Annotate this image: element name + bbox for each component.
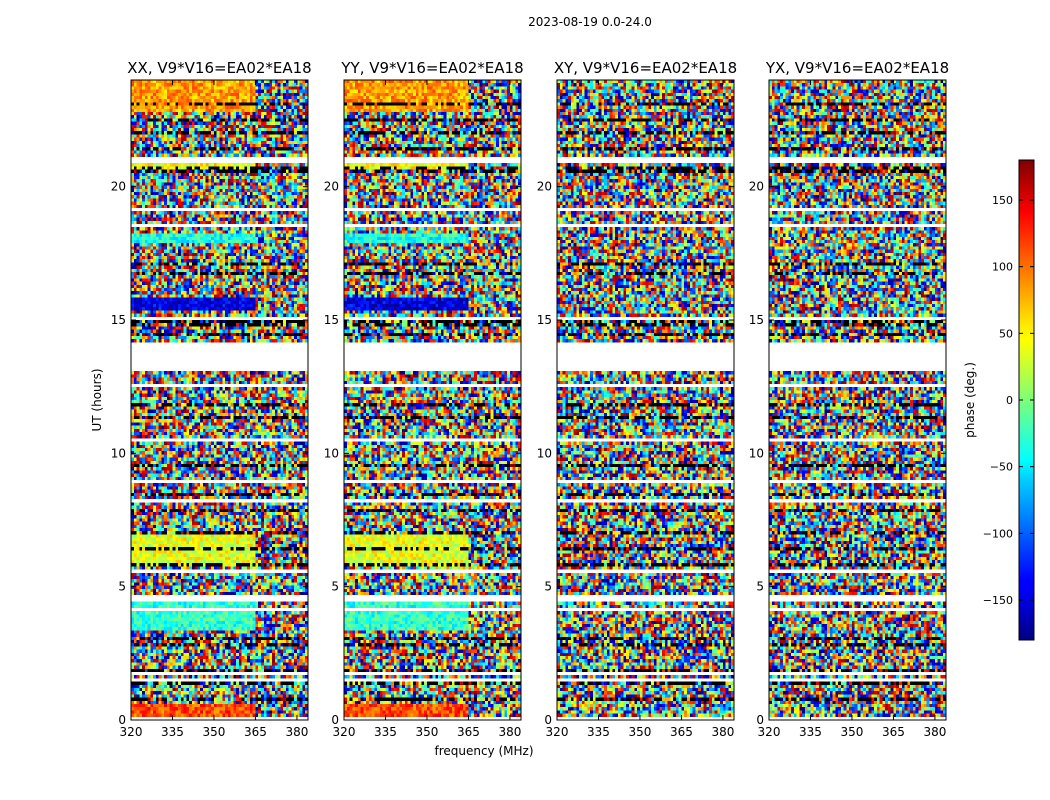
colorbar-tick-label: −50	[990, 461, 1013, 474]
x-tick-label: 380	[923, 725, 946, 739]
y-tick-label: 0	[544, 713, 552, 727]
colorbar-tick-label: 100	[992, 261, 1013, 274]
colorbar-tick-label: 150	[992, 194, 1013, 207]
panel-xx: XX, V9*V16=EA02*EA18 320 335 350 365 380 0 5 10 1…	[111, 59, 312, 739]
x-tick-label: 320	[120, 725, 143, 739]
x-tick-label: 365	[882, 725, 905, 739]
y-tick-label: 10	[324, 446, 339, 460]
y-tick-label: 5	[544, 580, 552, 594]
heatmap-yy	[344, 80, 521, 720]
panels: XX, V9*V16=EA02*EA18 320 335 350 365 380 0 5 10 1…	[111, 59, 949, 739]
panel-title: XX, V9*V16=EA02*EA18	[127, 59, 311, 77]
x-axis-label: frequency (MHz)	[434, 744, 533, 758]
suptitle: 2023-08-19 0.0-24.0	[528, 15, 652, 29]
colorbar-tick-label: −150	[983, 594, 1013, 607]
y-tick-label: 5	[118, 580, 126, 594]
y-tick-label: 15	[749, 313, 764, 327]
x-tick-label: 350	[629, 725, 652, 739]
heatmap-xx	[131, 80, 308, 720]
panel-xy: XY, V9*V16=EA02*EA18 320 335 350 365 380 0 5 10 1…	[537, 59, 737, 739]
y-tick-label: 0	[331, 713, 339, 727]
panel-frame	[343, 79, 522, 721]
panel-title: YY, V9*V16=EA02*EA18	[340, 59, 523, 77]
y-tick-label: 15	[537, 313, 552, 327]
x-tick-label: 365	[244, 725, 267, 739]
heatmap-yx	[769, 80, 946, 720]
y-tick-label: 15	[111, 313, 126, 327]
x-tick-label: 365	[670, 725, 693, 739]
y-tick-label: 20	[324, 180, 339, 194]
x-tick-label: 350	[416, 725, 439, 739]
colorbar-tick-label: −100	[983, 527, 1013, 540]
x-tick-label: 350	[203, 725, 226, 739]
panel-frame	[130, 79, 309, 721]
colorbar-label: phase (deg.)	[963, 362, 977, 438]
x-tick-label: 335	[374, 725, 397, 739]
x-tick-label: 350	[841, 725, 864, 739]
x-tick-label: 320	[546, 725, 569, 739]
y-tick-label: 10	[111, 446, 126, 460]
panel-frame	[556, 79, 735, 721]
y-axis-label: UT (hours)	[90, 368, 104, 431]
x-tick-label: 380	[498, 725, 521, 739]
panel-yy: YY, V9*V16=EA02*EA18 320 335 350 365 380 0 5 10 1…	[324, 59, 524, 739]
y-tick-label: 0	[118, 713, 126, 727]
y-tick-label: 10	[749, 446, 764, 460]
colorbar-tick-label: 50	[999, 327, 1013, 340]
y-tick-label: 5	[756, 580, 764, 594]
y-tick-label: 10	[537, 446, 552, 460]
x-tick-label: 365	[457, 725, 480, 739]
panel-frame	[768, 79, 947, 721]
y-tick-label: 20	[111, 180, 126, 194]
x-tick-label: 335	[799, 725, 822, 739]
x-tick-label: 320	[333, 725, 356, 739]
x-tick-label: 380	[285, 725, 308, 739]
x-tick-label: 335	[587, 725, 610, 739]
y-tick-label: 20	[749, 180, 764, 194]
x-tick-label: 320	[758, 725, 781, 739]
y-tick-label: 15	[324, 313, 339, 327]
panel-title: XY, V9*V16=EA02*EA18	[554, 59, 737, 77]
x-tick-label: 380	[711, 725, 734, 739]
colorbar-ticks: 150 100 50 0 −50 −100 −150	[983, 194, 1034, 607]
y-tick-label: 5	[331, 580, 339, 594]
panel-yx: YX, V9*V16=EA02*EA18 320 335 350 365 380 0 5 10 1…	[749, 59, 949, 739]
y-tick-label: 20	[537, 180, 552, 194]
y-tick-label: 0	[756, 713, 764, 727]
heatmap-xy	[557, 80, 734, 720]
colorbar: 150 100 50 0 −50 −100 −150 phase (deg.)	[963, 159, 1035, 641]
panel-title: YX, V9*V16=EA02*EA18	[765, 59, 949, 77]
x-tick-label: 335	[161, 725, 184, 739]
colorbar-tick-label: 0	[1006, 394, 1013, 407]
